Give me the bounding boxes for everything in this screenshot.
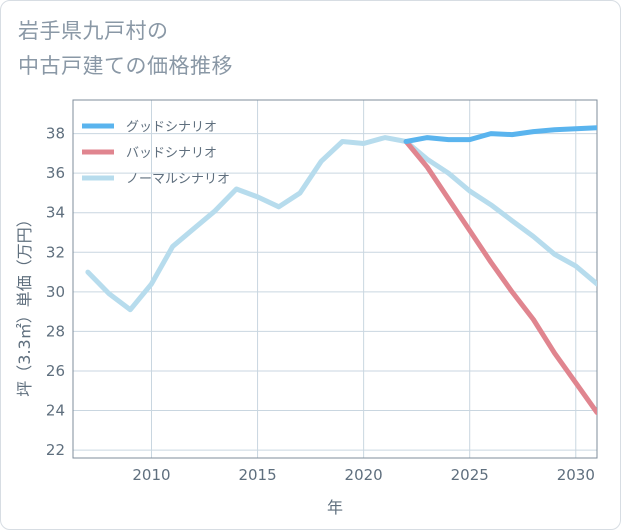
y-axis-label: 坪（3.3㎡）単価（万円） [15,211,34,396]
series-line-2 [403,139,597,415]
plot-border [72,99,598,459]
y-tick-label: 32 [46,243,65,261]
y-tick-label: 28 [46,322,65,340]
legend-label: グッドシナリオ [126,120,217,135]
y-tick-label: 34 [46,204,65,222]
series-line-3 [85,135,597,313]
legend-label: ノーマルシナリオ [126,172,230,187]
x-tick-labels: 2010 2015 2020 2025 2030 [132,466,594,484]
y-tick-label: 22 [46,441,65,459]
x-tick-label: 2010 [132,466,170,484]
series-line-1 [403,125,597,144]
x-tick-label: 2030 [557,466,595,484]
y-tick-label: 36 [46,164,65,182]
series-lines [85,125,597,415]
x-axis-label: 年 [327,498,343,517]
x-tick-label: 2020 [345,466,383,484]
chart-title-line2: 中古戸建ての価格推移 [18,54,233,78]
x-tick-label: 2015 [238,466,276,484]
y-tick-label: 24 [46,402,65,420]
y-tick-labels: 22 24 26 28 30 32 34 36 38 [46,125,65,459]
chart-title-line1: 岩手県九戸村の [18,19,169,43]
x-tick-label: 2025 [451,466,489,484]
legend-label: バッドシナリオ [126,146,217,161]
y-tick-label: 38 [46,125,65,143]
chart-title: 岩手県九戸村の 中古戸建ての価格推移 [18,14,233,84]
y-tick-label: 26 [46,362,65,380]
y-tick-label: 30 [46,283,65,301]
grid [73,100,597,458]
